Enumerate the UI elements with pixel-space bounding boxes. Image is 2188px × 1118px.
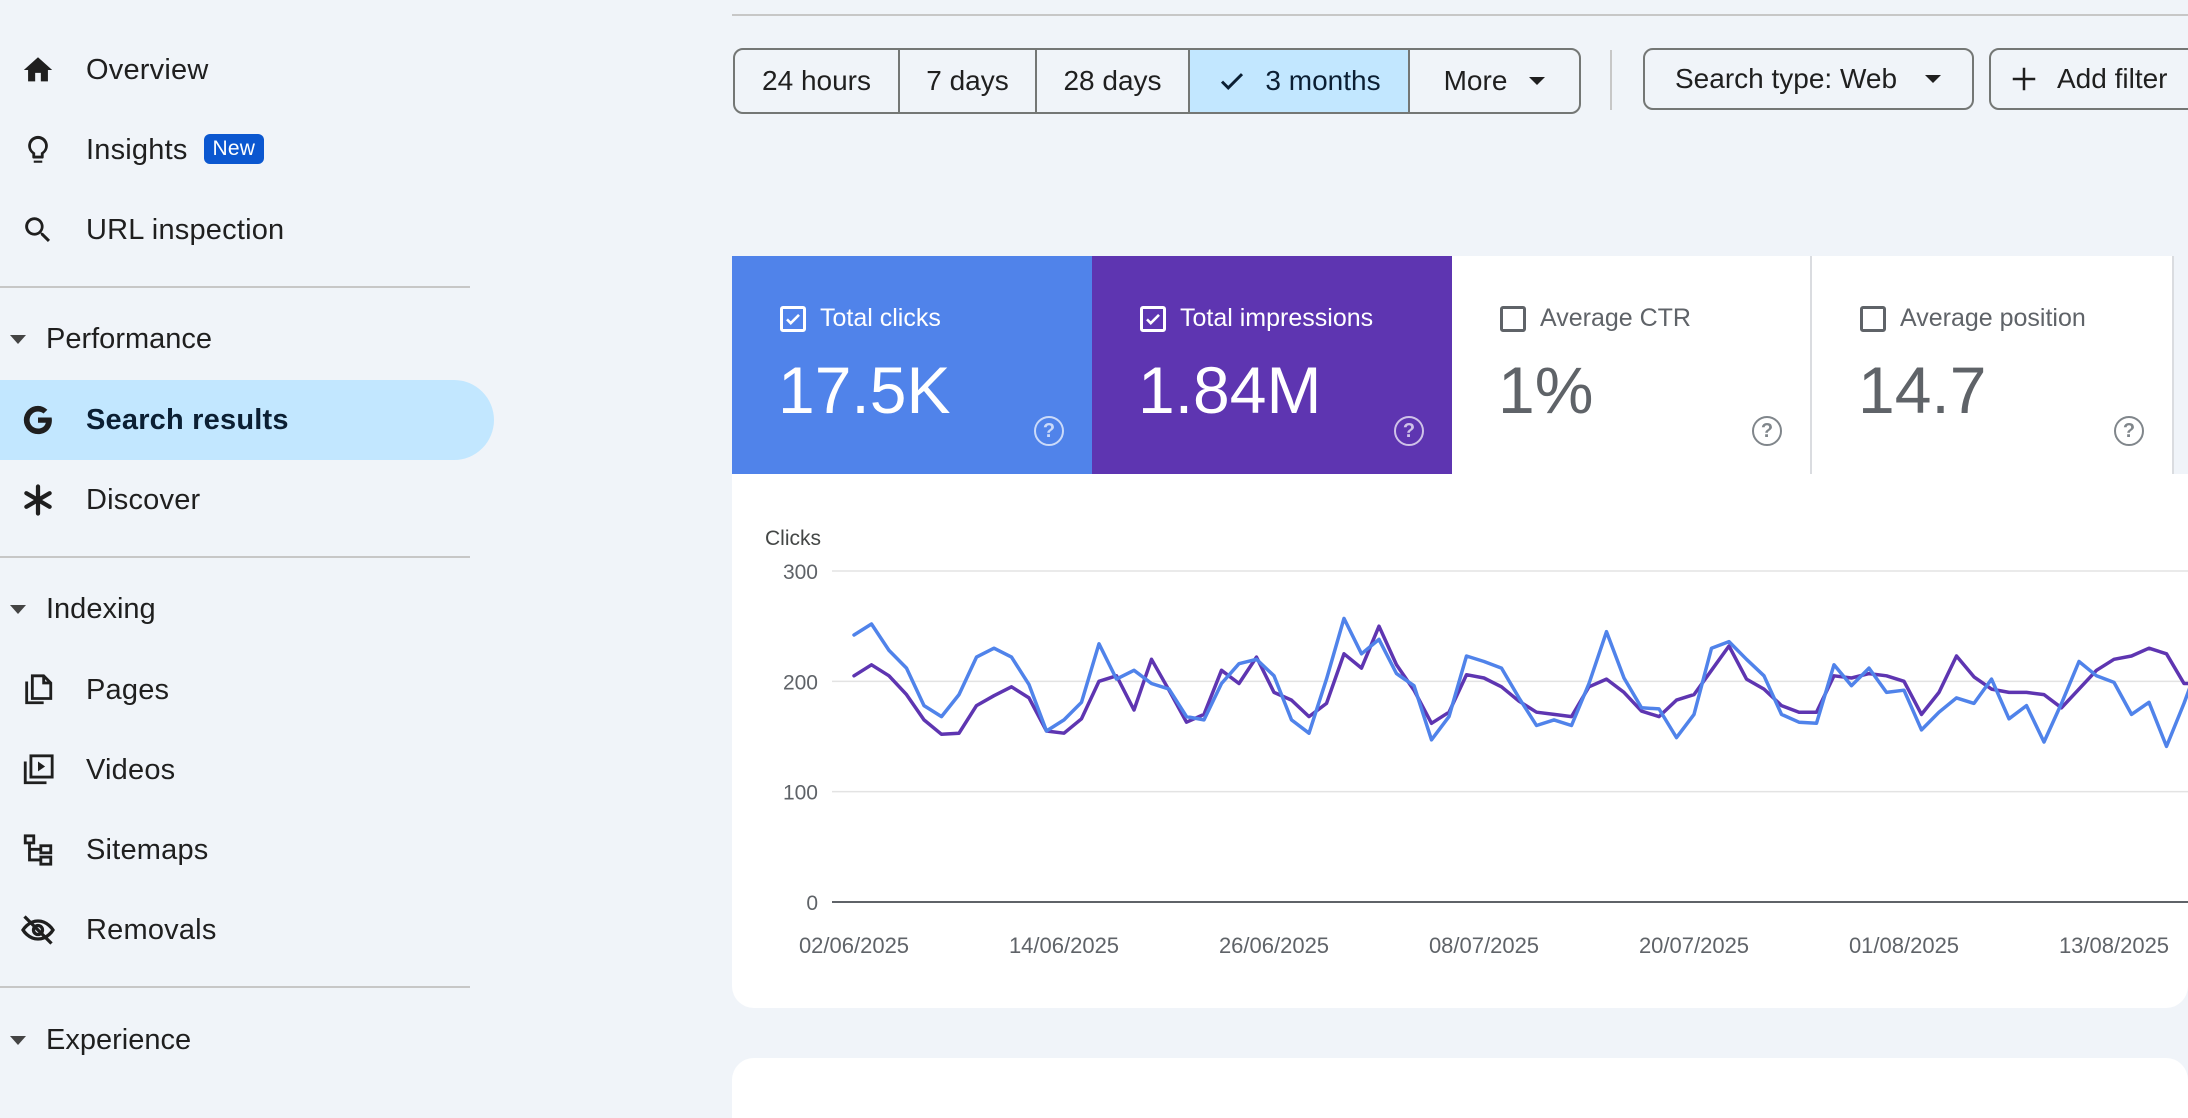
sidebar-divider xyxy=(0,986,470,988)
x-tick-label: 02/06/2025 xyxy=(799,933,909,958)
sidebar: Overview Insights New URL inspection Perf… xyxy=(0,0,500,1084)
sidebar-item-label: Sitemaps xyxy=(86,833,209,866)
section-label: Experience xyxy=(46,1023,192,1056)
checkbox-unchecked-icon xyxy=(1500,306,1526,332)
home-icon xyxy=(18,50,58,90)
section-experience-toggle[interactable]: Experience xyxy=(0,1010,470,1070)
asterisk-icon xyxy=(18,480,58,520)
more-label: More xyxy=(1443,65,1508,96)
sidebar-item-removals[interactable]: Removals xyxy=(0,890,470,970)
x-tick-label: 13/08/2025 xyxy=(2059,933,2169,958)
video-icon xyxy=(18,750,58,790)
sidebar-item-pages[interactable]: Pages xyxy=(0,650,470,730)
y-tick-label: 200 xyxy=(783,671,818,694)
new-badge: New xyxy=(203,133,265,164)
search-icon xyxy=(18,210,58,250)
section-label: Performance xyxy=(46,322,213,355)
range-24-hours-button[interactable]: 24 hours xyxy=(735,50,900,112)
x-tick-label: 14/06/2025 xyxy=(1009,933,1119,958)
metric-title: Total impressions xyxy=(1180,304,1374,332)
metric-card-average-ctr[interactable]: Average CTR 1% ? xyxy=(1452,256,1812,474)
add-filter-button[interactable]: Add filter xyxy=(1989,48,2188,110)
range-28-days-button[interactable]: 28 days xyxy=(1037,50,1190,112)
sidebar-item-label: Search results xyxy=(86,403,289,436)
dropdown-arrow-icon xyxy=(1529,77,1546,85)
sidebar-item-label: URL inspection xyxy=(86,213,285,246)
eye-off-icon xyxy=(18,910,58,950)
sidebar-item-url-inspection[interactable]: URL inspection xyxy=(0,190,470,270)
search-type-label: Search type: Web xyxy=(1675,63,1898,94)
sidebar-item-sitemaps[interactable]: Sitemaps xyxy=(0,810,470,890)
caret-down-icon xyxy=(10,1035,26,1045)
series-line-total-impressions xyxy=(852,624,2188,737)
metric-value: 1.84M xyxy=(1138,353,1322,427)
search-type-dropdown[interactable]: Search type: Web xyxy=(1643,48,1974,110)
help-icon[interactable]: ? xyxy=(2114,416,2144,446)
date-range-selector: 24 hours 7 days 28 days 3 months More xyxy=(733,48,1581,114)
x-tick-label: 20/07/2025 xyxy=(1639,933,1749,958)
range-7-days-button[interactable]: 7 days xyxy=(900,50,1037,112)
sidebar-item-search-results[interactable]: Search results xyxy=(0,380,494,460)
metric-card-average-position[interactable]: Average position 14.7 ? xyxy=(1812,256,2174,474)
sidebar-item-label: Removals xyxy=(86,913,217,946)
performance-chart: Clicks 0 100 200 300 02/06/2025 14/06/2025 26/0… xyxy=(765,527,2188,958)
metric-value: 14.7 xyxy=(1858,353,1987,427)
y-tick-label: 300 xyxy=(783,561,818,584)
sidebar-item-overview[interactable]: Overview xyxy=(0,30,470,110)
sidebar-item-discover[interactable]: Discover xyxy=(0,460,470,540)
metric-value: 1% xyxy=(1498,353,1594,427)
y-tick-label: 0 xyxy=(806,892,818,915)
pages-icon xyxy=(18,670,58,710)
metric-title: Average CTR xyxy=(1540,304,1691,332)
section-indexing-toggle[interactable]: Indexing xyxy=(0,579,470,639)
plus-icon xyxy=(2009,64,2039,94)
series-line-total-clicks xyxy=(852,616,2188,749)
section-performance-toggle[interactable]: Performance xyxy=(0,309,470,369)
range-3-months-button[interactable]: 3 months xyxy=(1190,50,1410,112)
performance-chart-panel: Clicks 0 100 200 300 02/06/2025 14/06/2025 26/0… xyxy=(732,474,2188,1008)
section-label: Indexing xyxy=(46,592,156,625)
google-g-icon xyxy=(18,400,58,440)
sidebar-item-insights[interactable]: Insights New xyxy=(0,110,470,190)
x-tick-label: 26/06/2025 xyxy=(1219,933,1329,958)
sidebar-item-label: Videos xyxy=(86,753,176,786)
metric-title: Total clicks xyxy=(820,304,941,332)
dropdown-arrow-icon xyxy=(1925,75,1942,83)
caret-down-icon xyxy=(10,334,26,344)
toolbar-separator xyxy=(1610,50,1612,110)
sidebar-item-label: Pages xyxy=(86,673,170,706)
header-divider xyxy=(732,14,2188,16)
checkbox-checked-icon xyxy=(780,306,806,332)
y-axis-label: Clicks xyxy=(765,527,821,550)
more-ranges-dropdown[interactable]: More xyxy=(1410,50,1579,112)
metric-card-total-clicks[interactable]: Total clicks 17.5K ? xyxy=(732,256,1092,474)
x-tick-label: 01/08/2025 xyxy=(1849,933,1959,958)
check-icon xyxy=(1217,66,1247,96)
sidebar-item-label: Discover xyxy=(86,483,201,516)
checkbox-unchecked-icon xyxy=(1860,306,1886,332)
table-panel xyxy=(732,1058,2188,1118)
sidebar-item-videos[interactable]: Videos xyxy=(0,730,470,810)
sidebar-item-label: Insights xyxy=(86,133,188,166)
sidebar-divider xyxy=(0,286,470,288)
metric-title: Average position xyxy=(1900,304,2086,332)
sidebar-item-label: Overview xyxy=(86,53,209,86)
metric-cards: Total clicks 17.5K ? Total impressions 1… xyxy=(732,256,2188,474)
range-label: 3 months xyxy=(1265,65,1381,96)
caret-down-icon xyxy=(10,604,26,614)
metric-value: 17.5K xyxy=(778,353,951,427)
add-filter-label: Add filter xyxy=(2057,63,2168,94)
metric-card-total-impressions[interactable]: Total impressions 1.84M ? xyxy=(1092,256,1452,474)
sidebar-divider xyxy=(0,556,470,558)
help-icon[interactable]: ? xyxy=(1394,416,1424,446)
x-tick-label: 08/07/2025 xyxy=(1429,933,1539,958)
help-icon[interactable]: ? xyxy=(1752,416,1782,446)
checkbox-checked-icon xyxy=(1140,306,1166,332)
lightbulb-icon xyxy=(18,130,58,170)
help-icon[interactable]: ? xyxy=(1034,416,1064,446)
sitemap-icon xyxy=(18,830,58,870)
y-tick-label: 100 xyxy=(783,782,818,805)
